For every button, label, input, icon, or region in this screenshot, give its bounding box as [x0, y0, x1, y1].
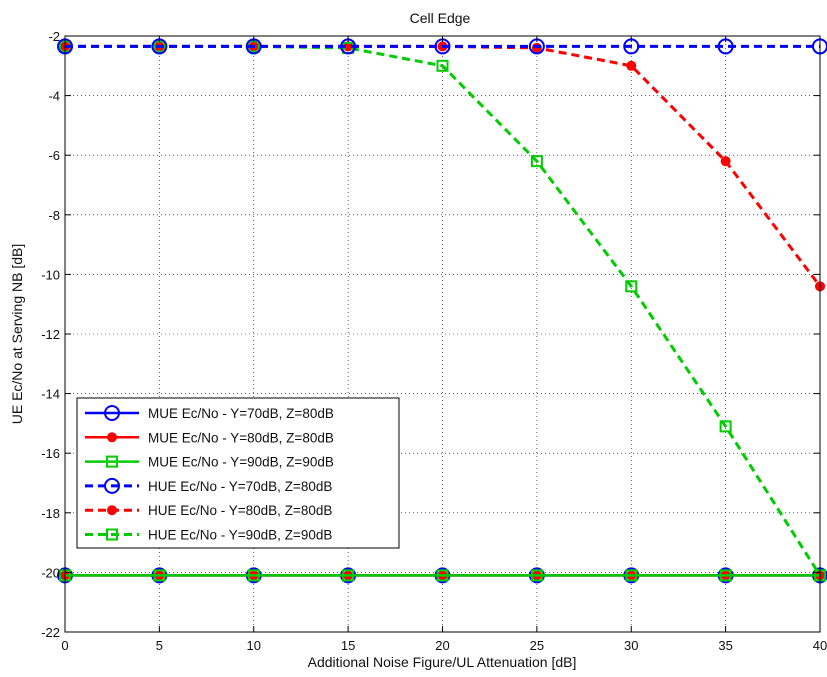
legend-swatch-marker — [106, 455, 118, 468]
legend-label: MUE Ec/No - Y=70dB, Z=80dB — [148, 406, 334, 421]
y-tick-label: -4 — [48, 89, 60, 104]
data-point — [626, 60, 637, 71]
y-tick-label: -14 — [41, 387, 60, 402]
legend-label: HUE Ec/No - Y=80dB, Z=80dB — [148, 503, 332, 518]
y-tick-label: -22 — [41, 625, 60, 640]
x-tick-label: 20 — [435, 638, 449, 653]
legend-label: MUE Ec/No - Y=90dB, Z=90dB — [148, 455, 334, 470]
legend-swatch-marker — [107, 432, 117, 443]
series-line — [65, 44, 822, 577]
y-tick-label: -12 — [41, 327, 60, 342]
data-point — [530, 569, 543, 582]
y-tick-label: -10 — [41, 267, 60, 282]
legend-item: MUE Ec/No - Y=80dB, Z=80dB — [85, 430, 334, 445]
data-point — [720, 156, 731, 167]
x-tick-label: 10 — [247, 638, 261, 653]
data-point — [436, 569, 449, 582]
legend-swatch-marker — [107, 505, 117, 516]
data-point — [247, 569, 260, 582]
x-tick-label: 15 — [341, 638, 355, 653]
data-point — [153, 569, 166, 582]
data-point — [530, 155, 543, 168]
data-point — [625, 569, 638, 582]
legend-item: HUE Ec/No - Y=70dB, Z=80dB — [85, 477, 332, 494]
y-tick-label: -16 — [41, 446, 60, 461]
data-point — [531, 42, 542, 53]
legend-item: MUE Ec/No - Y=90dB, Z=90dB — [85, 455, 334, 470]
legend-swatch-marker — [106, 528, 118, 541]
x-tick-label: 25 — [530, 638, 544, 653]
data-point — [719, 569, 732, 582]
y-tick-label: -6 — [48, 148, 60, 163]
legend-item: HUE Ec/No - Y=80dB, Z=80dB — [85, 503, 332, 518]
legend-item: MUE Ec/No - Y=70dB, Z=80dB — [85, 405, 334, 421]
data-point — [719, 420, 732, 433]
legend-label: MUE Ec/No - Y=80dB, Z=80dB — [148, 430, 334, 445]
y-tick-label: -18 — [41, 506, 60, 521]
y-tick-label: -2 — [48, 29, 60, 44]
x-tick-label: 35 — [718, 638, 732, 653]
x-tick-label: 40 — [813, 638, 827, 653]
y-tick-label: -20 — [41, 565, 60, 580]
data-point — [625, 280, 638, 293]
data-point — [436, 59, 449, 72]
chart-title: Cell Edge — [410, 10, 471, 26]
series-3 — [59, 569, 826, 582]
legend-box — [76, 397, 400, 549]
legend-label: HUE Ec/No - Y=90dB, Z=90dB — [148, 528, 332, 543]
x-tick-label: 30 — [624, 638, 638, 653]
x-axis-label: Additional Noise Figure/UL Attenuation [… — [308, 654, 577, 670]
y-axis-label: UE Ec/No at Serving NB [dB] — [9, 244, 25, 425]
legend: MUE Ec/No - Y=70dB, Z=80dB MUE Ec/No - Y=… — [76, 397, 400, 549]
legend-swatch-marker — [104, 477, 120, 494]
legend-swatch-marker — [104, 405, 120, 421]
axis-ticks: 0 5 10 15 20 25 30 35 40 -22 -20 -18 -16 -14 -12 -10 -8 -… — [41, 29, 827, 653]
y-tick-label: -8 — [48, 208, 60, 223]
legend-item: HUE Ec/No - Y=90dB, Z=90dB — [85, 528, 332, 543]
data-point — [342, 569, 355, 582]
x-tick-label: 0 — [61, 638, 68, 653]
x-tick-label: 5 — [156, 638, 163, 653]
legend-label: HUE Ec/No - Y=70dB, Z=80dB — [148, 479, 332, 494]
